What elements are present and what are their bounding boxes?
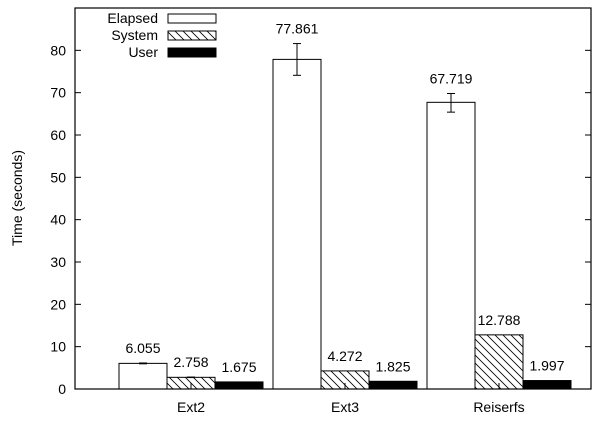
data-label: 77.861 (276, 21, 319, 37)
y-tick-label: 50 (50, 169, 66, 185)
data-label: 2.758 (173, 354, 208, 370)
data-label: 1.675 (221, 359, 256, 375)
y-axis-label: Time (seconds) (9, 150, 25, 246)
data-label: 67.719 (430, 71, 473, 87)
y-tick-label: 80 (50, 42, 66, 58)
data-label: 4.272 (327, 348, 362, 364)
bar-system (320, 370, 370, 390)
bar-user (522, 380, 572, 390)
legend-label: System (111, 27, 158, 43)
data-label: 1.997 (529, 358, 564, 374)
y-tick-label: 20 (50, 296, 66, 312)
legend-swatch-system (167, 30, 217, 41)
legend-swatch-elapsed (167, 13, 217, 24)
x-tick-label: Reiserfs (473, 399, 524, 415)
y-tick-label: 40 (50, 212, 66, 228)
y-tick-label: 0 (58, 381, 66, 397)
y-tick-label: 30 (50, 254, 66, 270)
bar-elapsed (272, 58, 322, 390)
bar-elapsed (118, 362, 168, 390)
plot-frame (74, 7, 592, 390)
bar-system (166, 376, 216, 390)
y-tick-label: 60 (50, 127, 66, 143)
bar-user (368, 380, 418, 390)
data-label: 6.055 (125, 340, 160, 356)
bar-system (474, 334, 524, 390)
legend-label: User (128, 44, 158, 60)
bar-elapsed (426, 101, 476, 390)
data-label: 1.825 (375, 358, 410, 374)
legend-label: Elapsed (107, 10, 158, 26)
x-tick-label: Ext2 (177, 399, 205, 415)
y-tick-label: 70 (50, 85, 66, 101)
y-tick-label: 10 (50, 339, 66, 355)
bar-user (214, 381, 264, 390)
legend-swatch-user (167, 47, 217, 58)
data-label: 12.788 (478, 312, 521, 328)
x-tick-label: Ext3 (331, 399, 359, 415)
